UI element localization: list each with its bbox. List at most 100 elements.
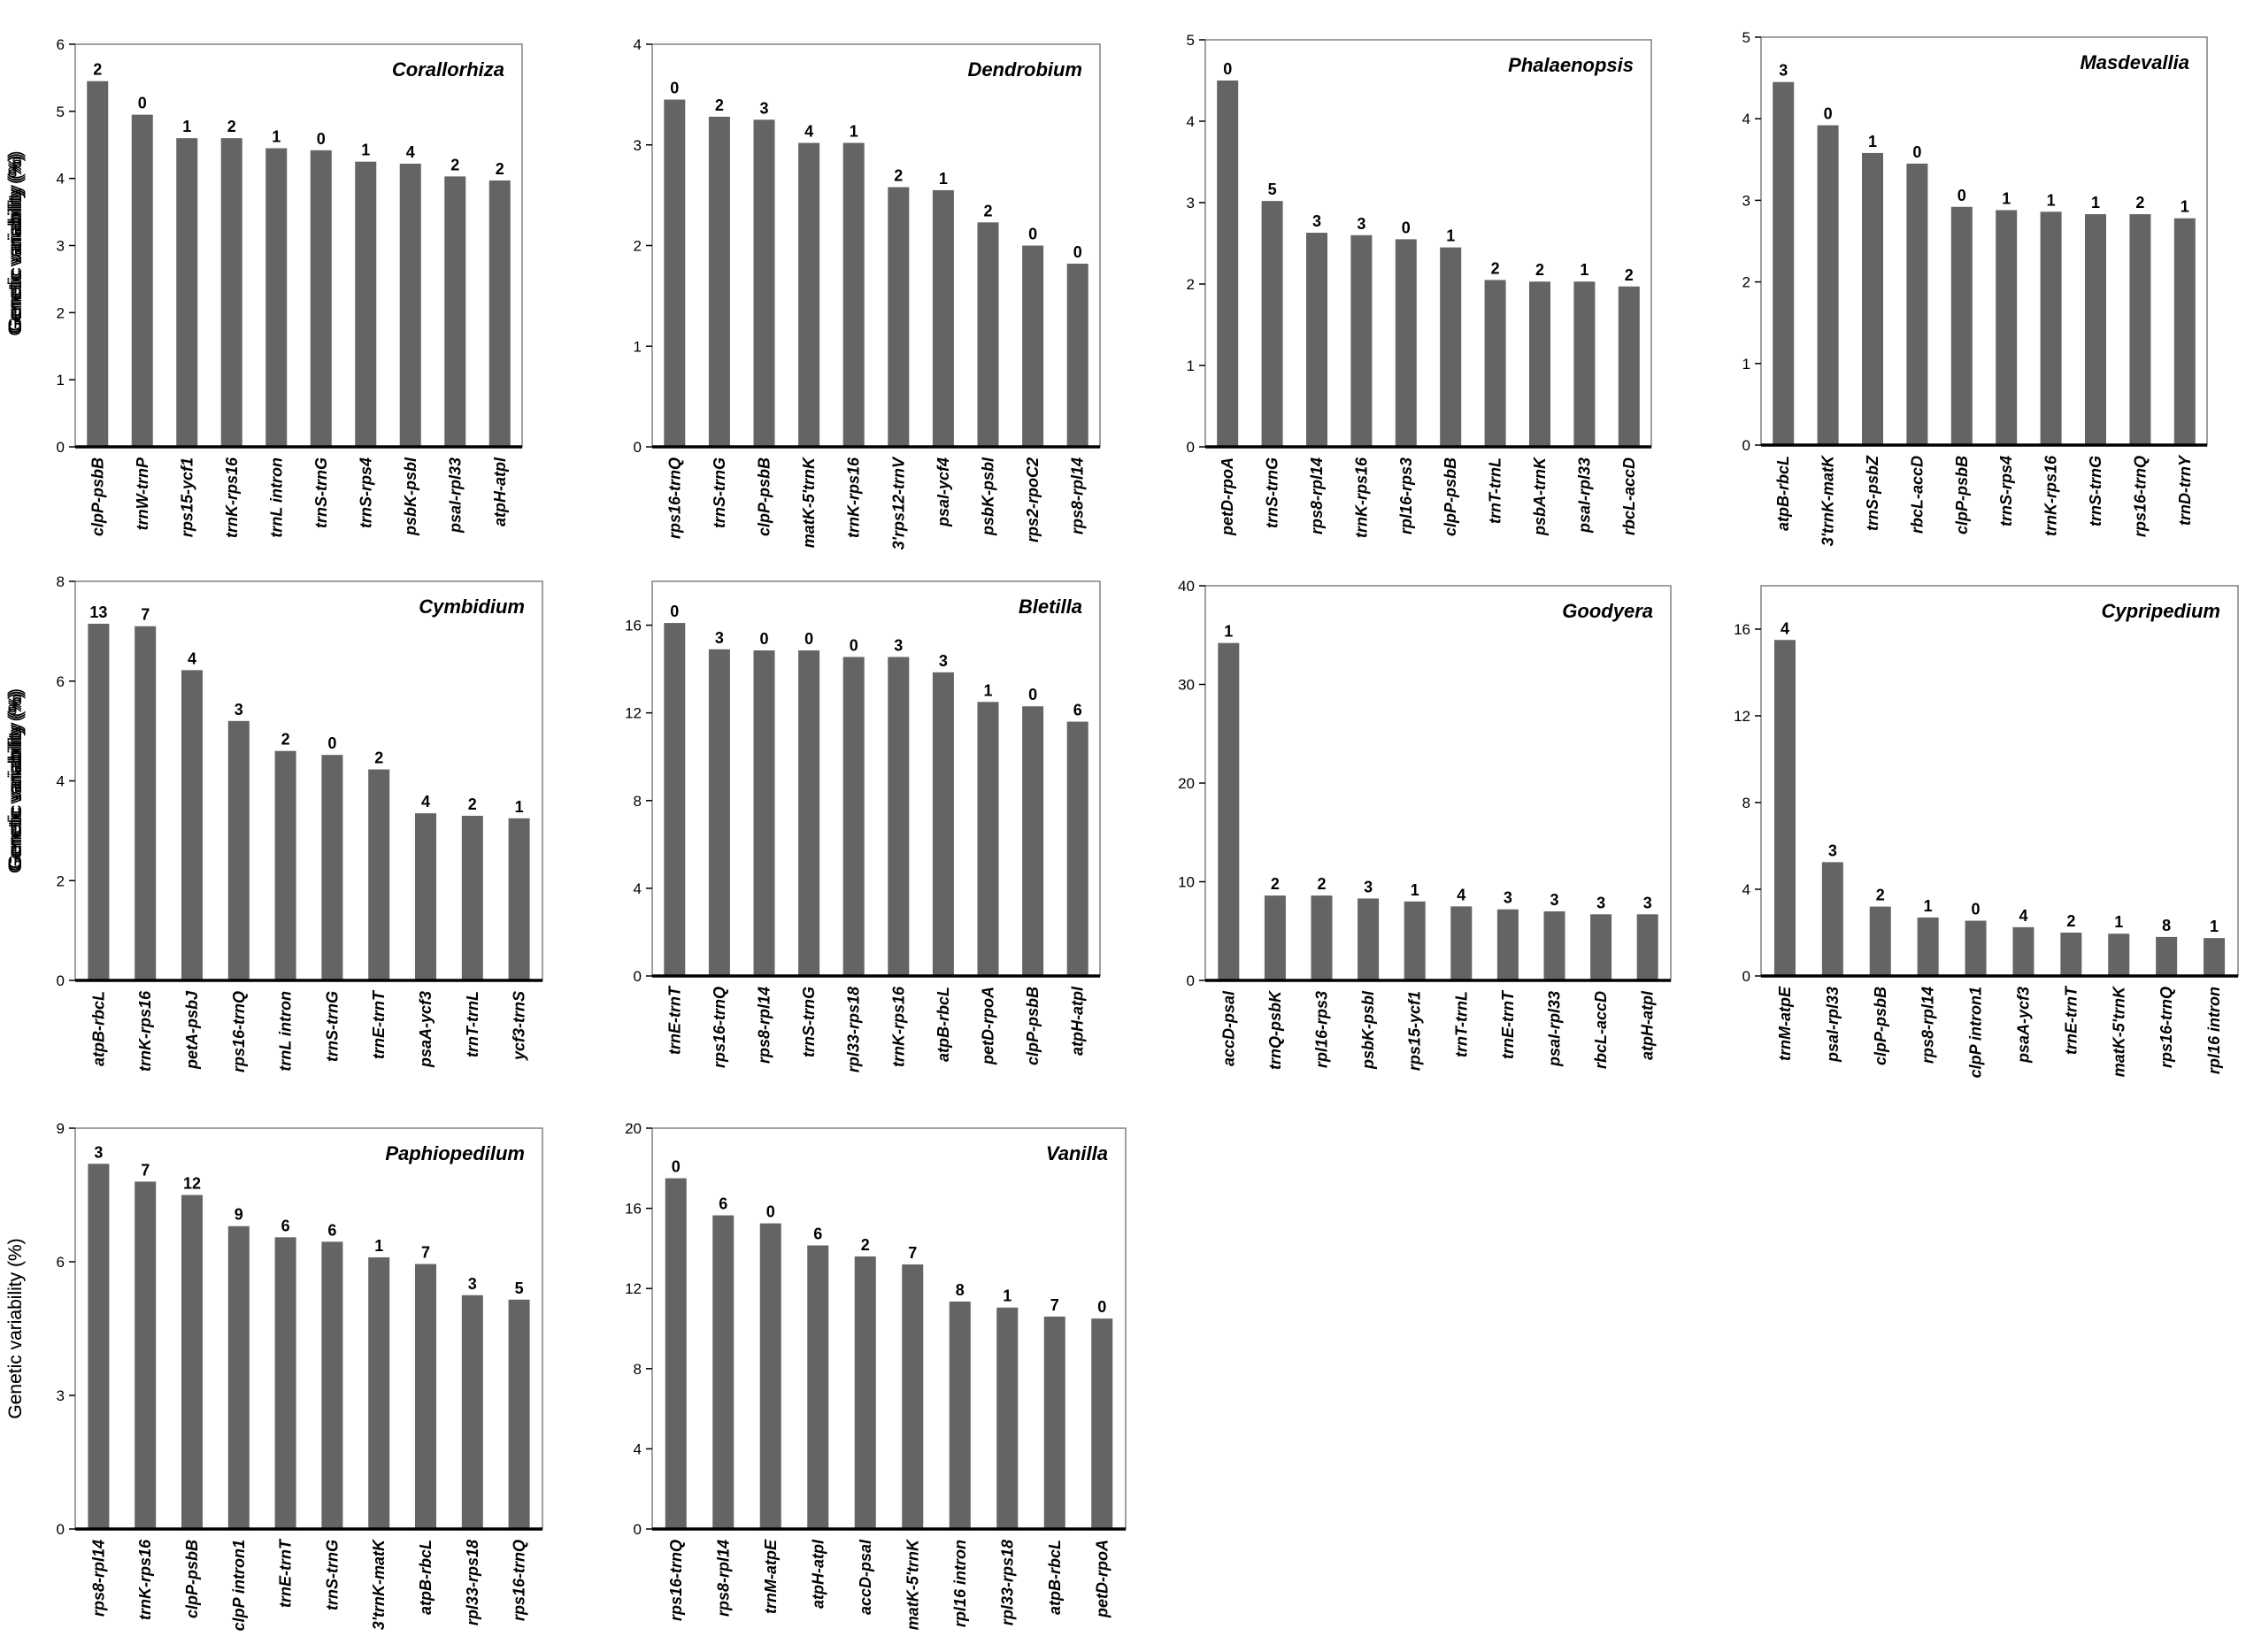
y-tick-label: 0 [57,972,65,989]
bar-7 [1496,909,1519,980]
bar-value-label: 0 [1028,686,1037,703]
bar-9 [461,815,483,980]
bar-value-label: 2 [2135,194,2144,211]
bar-value-label: 1 [983,681,992,699]
x-tick-label: trnS-trnG [800,987,818,1057]
y-tick-label: 3 [57,1387,65,1404]
y-tick-label: 8 [1742,795,1750,811]
bar-7 [355,161,377,448]
bar-value-label: 0 [759,630,768,648]
bar-value-label: 1 [2210,918,2219,935]
bar-7 [949,1301,971,1529]
bar-9 [1590,914,1612,980]
bar-value-label: 2 [983,202,992,219]
x-tick-label: rps8-rpl14 [714,1540,732,1617]
y-tick-label: 20 [625,1120,642,1137]
y-tick-label: 2 [57,872,65,889]
y-tick-label: 0 [634,1521,642,1538]
bar-value-label: 1 [515,798,524,816]
bar-2 [708,116,730,447]
x-tick-label: trnK-rps16 [889,986,907,1067]
x-tick-label: psbK-psbI [980,457,997,536]
x-tick-label: matK-5'trnK [800,456,818,548]
bar-value-label: 0 [1824,105,1833,123]
y-tick-label: 5 [1742,29,1750,46]
bar-10 [2204,938,2226,976]
bar-8 [2108,934,2130,976]
y-tick-label: 4 [634,880,642,897]
bar-value-label: 3 [1364,878,1373,895]
bar-value-label: 2 [1271,875,1280,893]
bar-value-label: 3 [1596,894,1605,911]
bar-5 [1395,239,1417,447]
bar-8 [1529,281,1550,447]
x-tick-label: trnM-atpE [762,1539,780,1614]
bar-6 [2012,926,2034,976]
bar-value-label: 1 [939,170,948,188]
y-tick-label: 6 [57,673,65,690]
bar-value-label: 3 [235,701,243,718]
y-tick-label: 12 [625,705,642,722]
bar-value-label: 3 [468,1275,477,1293]
x-tick-label: atpH-atpI [1639,990,1657,1060]
bar-value-label: 0 [672,1158,681,1176]
x-tick-label: trnS-trnG [711,457,728,528]
bar-value-label: 1 [361,142,370,159]
bar-value-label: 4 [1781,619,1789,637]
bar-1 [665,1178,687,1529]
bar-3 [1869,906,1891,976]
bar-value-label: 0 [766,1203,775,1221]
x-tick-label: trnK-rps16 [136,990,154,1072]
x-tick-label: rpl33-rps18 [998,1540,1016,1625]
x-tick-label: rps8-rpl14 [1919,987,1937,1064]
y-tick-label: 0 [1187,972,1195,989]
x-tick-label: clpP-psbB [1872,987,1889,1065]
bar-value-label: 3 [715,629,724,647]
panel-title: Cymbidium [419,595,525,618]
y-tick-label: 12 [1734,708,1750,725]
bar-value-label: 5 [515,1279,524,1297]
bar-10 [508,818,530,980]
bar-value-label: 2 [1625,266,1634,284]
y-tick-label: 5 [1187,32,1195,49]
bar-1 [1217,81,1239,447]
bar-2 [712,1215,735,1529]
bar-3 [1311,895,1333,980]
y-tick-label: 2 [634,238,642,255]
x-tick-label: rps15-ycf1 [178,457,196,537]
bar-6 [1440,247,1462,447]
bar-value-label: 2 [496,160,504,178]
bar-value-label: 3 [939,652,948,670]
x-tick-label: trnE-trnT [277,1538,295,1608]
y-axis-label: Genetic variability (%) [5,155,26,335]
bar-value-label: 3 [94,1143,103,1161]
bar-value-label: 7 [1050,1296,1059,1314]
x-tick-label: rps16-trnQ [665,457,683,539]
x-tick-label: 3'trnK-matK [1819,454,1837,546]
bar-8 [399,163,421,447]
x-tick-label: psaI-rpl33 [1546,991,1564,1067]
bar-value-label: 2 [1876,887,1885,904]
bar-value-label: 3 [1357,215,1365,233]
x-tick-label: trnK-rps16 [1352,457,1370,538]
y-axis-label: Genetic variability (%) [5,150,26,331]
bar-4 [227,1226,250,1529]
bar-value-label: 1 [2002,189,2011,207]
x-tick-label: atpB-rbcL [417,1540,435,1615]
bar-value-label: 6 [1073,702,1082,719]
bar-value-label: 0 [1402,219,1411,236]
bar-3 [181,670,203,980]
y-tick-label: 40 [1178,578,1195,595]
bar-value-label: 2 [468,795,477,813]
x-tick-label: petD-rpoA [980,987,997,1065]
bar-8 [415,813,436,980]
bar-value-label: 4 [2019,907,2027,925]
bar-value-label: 2 [1317,875,1326,893]
x-tick-label: trnK-rps16 [136,1539,154,1620]
bar-value-label: 12 [183,1175,201,1193]
bar-value-label: 0 [1912,143,1921,161]
y-tick-label: 4 [634,36,642,53]
y-tick-label: 6 [57,36,65,53]
x-tick-label: psaA-ycf3 [417,991,435,1068]
